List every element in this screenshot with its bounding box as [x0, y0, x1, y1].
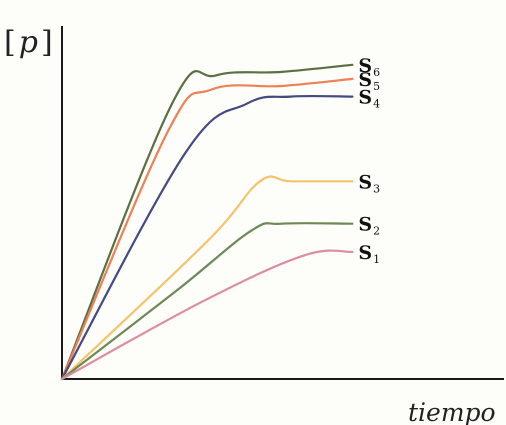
series-label-subscript: 2 — [373, 225, 380, 238]
series-label-letter: S — [358, 69, 372, 91]
x-axis-label: tiempo — [408, 398, 496, 425]
series-label-letter: S — [358, 242, 372, 264]
series-label-s3: S3 — [358, 171, 380, 195]
series-line-s1 — [60, 249, 354, 381]
series-label-s2: S2 — [358, 214, 380, 238]
series-label-subscript: 1 — [373, 253, 380, 266]
series-line-s5 — [60, 77, 354, 381]
y-axis-label-close: ] — [41, 25, 53, 60]
y-axis-label-var: p — [19, 25, 38, 60]
axes — [61, 26, 504, 380]
series-label-s5: S5 — [358, 69, 380, 93]
y-axis-label: [p] — [4, 25, 53, 60]
series-label-letter: S — [358, 55, 372, 77]
series-label-s6: S6 — [358, 55, 380, 79]
series-line-s4 — [60, 94, 354, 381]
series-label-subscript: 5 — [373, 80, 380, 93]
series-layer — [60, 63, 354, 381]
series-label-s4: S4 — [358, 87, 380, 111]
series-label-letter: S — [358, 171, 372, 193]
series-line-s3 — [60, 175, 354, 381]
series-label-subscript: 4 — [373, 98, 380, 111]
series-label-s1: S1 — [358, 242, 380, 266]
series-line-s6 — [60, 63, 354, 381]
series-label-subscript: 6 — [373, 66, 380, 79]
series-label-letter: S — [358, 87, 372, 109]
y-axis-label-open: [ — [4, 25, 16, 60]
series-label-letter: S — [358, 214, 372, 236]
series-label-subscript: 3 — [373, 182, 380, 195]
series-line-s2 — [60, 222, 354, 381]
